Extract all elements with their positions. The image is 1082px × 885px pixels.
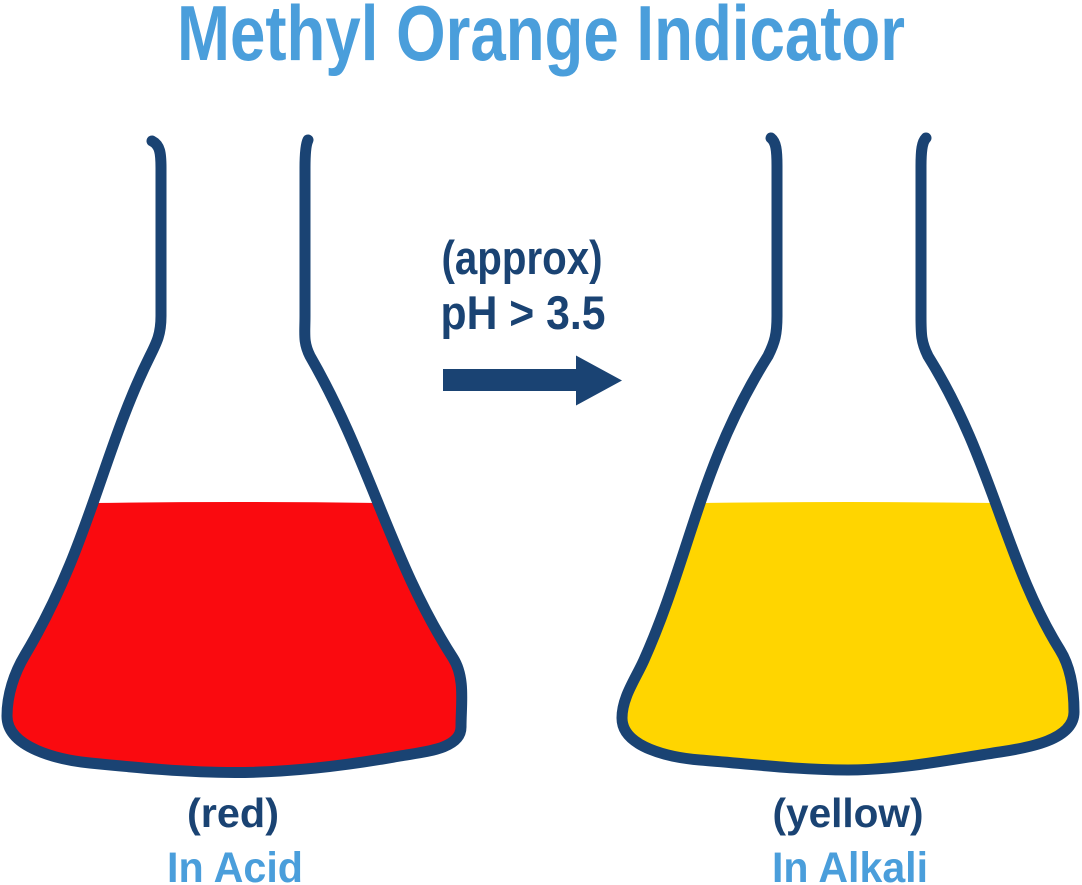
acid-flask-liquid xyxy=(7,502,462,773)
right-arrow-icon xyxy=(443,355,622,406)
acid-medium-label: In Acid xyxy=(167,844,303,885)
alkali-color-note: (yellow) xyxy=(773,790,924,836)
acid-color-note: (red) xyxy=(187,790,279,836)
condition-approx-label: (approx) xyxy=(442,231,603,284)
reaction-condition: (approx) pH > 3.5 xyxy=(441,231,622,406)
acid-flask-outline xyxy=(1,134,468,778)
alkali-medium-label: In Alkali xyxy=(772,844,928,885)
acid-flask xyxy=(1,134,468,778)
condition-ph-label: pH > 3.5 xyxy=(441,286,606,339)
page-title: Methyl Orange Indicator xyxy=(177,0,905,77)
alkali-flask xyxy=(616,132,1080,776)
alkali-flask-outline xyxy=(616,132,1080,776)
alkali-flask-liquid xyxy=(622,502,1074,770)
